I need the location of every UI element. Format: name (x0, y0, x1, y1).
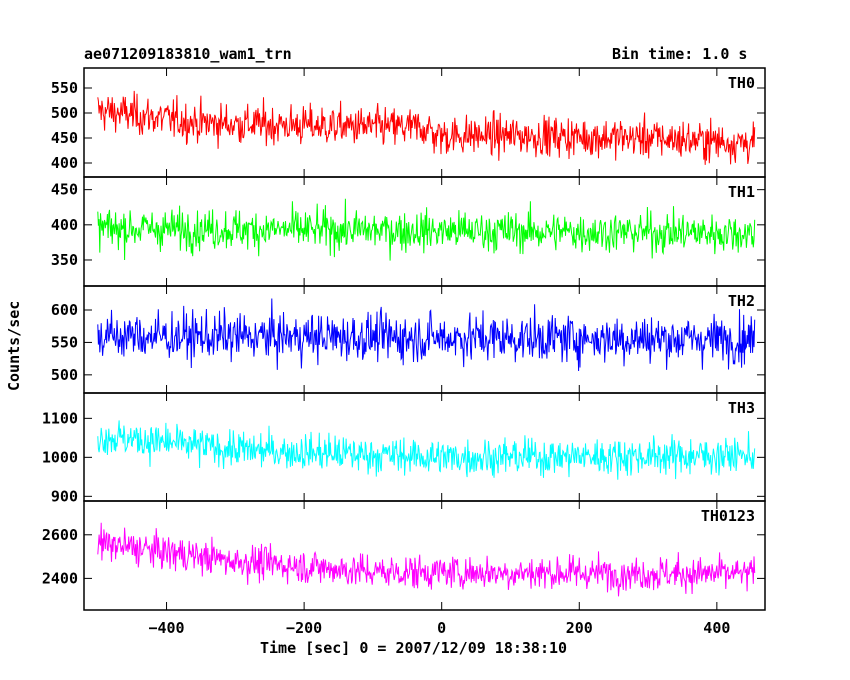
series-th1 (97, 198, 756, 261)
x-tick-label: −400 (148, 619, 184, 637)
y-tick-label: 1000 (42, 448, 78, 466)
series-th0123 (97, 522, 756, 597)
panel-label-th0123: TH0123 (701, 507, 755, 525)
panel-frame-th0123 (83, 500, 766, 611)
y-tick-label: 500 (51, 366, 78, 384)
y-tick-label: 450 (51, 129, 78, 147)
y-tick-label: 500 (51, 104, 78, 122)
x-axis-label: Time [sec] 0 = 2007/12/09 18:38:10 (260, 639, 568, 657)
y-tick-label: 2400 (42, 569, 78, 587)
bin-time-label: Bin time: 1.0 s (612, 45, 748, 63)
y-tick-label: 550 (51, 79, 78, 97)
series-th2 (97, 298, 756, 372)
y-tick-label: 900 (51, 487, 78, 505)
y-tick-label: 400 (51, 216, 78, 234)
y-tick-label: 2600 (42, 526, 78, 544)
y-tick-label: 1100 (42, 409, 78, 427)
y-tick-label: 350 (51, 251, 78, 269)
y-tick-label: 400 (51, 154, 78, 172)
y-axis-label: Counts/sec (5, 300, 23, 391)
panel-label-th0: TH0 (728, 74, 755, 92)
panel-label-th2: TH2 (728, 292, 755, 310)
y-tick-label: 600 (51, 301, 78, 319)
y-tick-label: 450 (51, 181, 78, 199)
x-tick-label: 200 (566, 619, 593, 637)
panel-label-th3: TH3 (728, 399, 755, 417)
chart-title: ae071209183810_wam1_trn (84, 45, 292, 63)
y-tick-label: 550 (51, 333, 78, 351)
x-tick-label: −200 (286, 619, 322, 637)
x-tick-label: 0 (437, 619, 446, 637)
x-tick-label: 400 (703, 619, 730, 637)
panel-frame-th2 (83, 285, 766, 394)
series-th3 (97, 420, 756, 480)
panel-label-th1: TH1 (728, 183, 755, 201)
series-th0 (97, 90, 756, 165)
